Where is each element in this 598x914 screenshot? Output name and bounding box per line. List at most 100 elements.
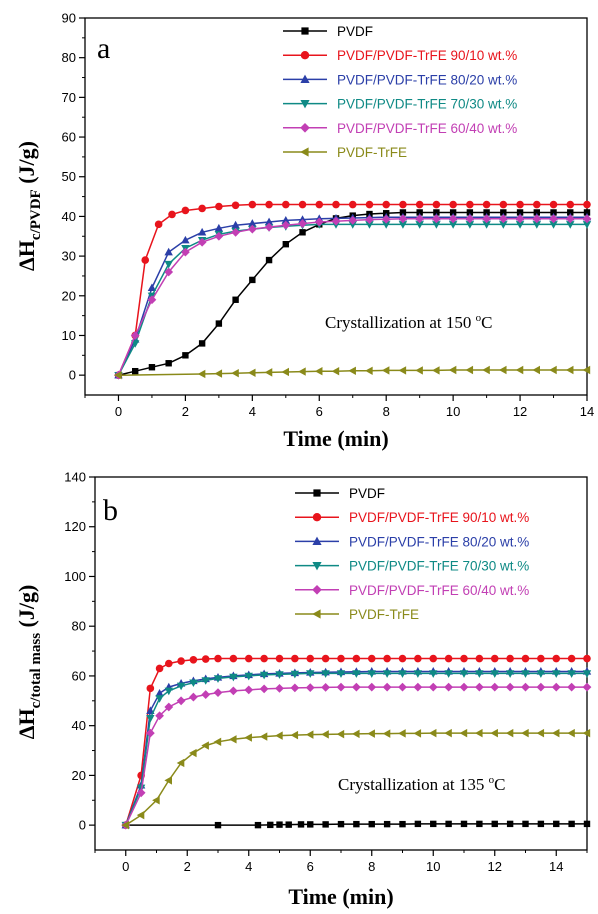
legend-entry: PVDF/PVDF-TrFE 80/20 wt.% [349,534,529,549]
data-point [532,214,542,224]
data-point [536,728,545,738]
data-point [314,366,323,376]
y-label-subscript: c/total mass [28,633,44,709]
data-point [448,365,457,375]
data-point [201,741,209,750]
data-point [551,682,561,692]
data-point [275,654,284,663]
data-point [500,209,507,216]
data-point [482,221,491,229]
data-point [168,210,176,219]
annotation: Crystallization at 135 oC [338,774,505,794]
data-point [537,654,545,663]
data-point [201,655,210,663]
series-5 [121,728,591,830]
data-point [459,682,469,692]
data-point [141,256,150,264]
data-point [281,220,291,230]
data-point [337,820,345,828]
data-point [515,214,525,224]
data-point [321,654,330,663]
data-point [198,340,206,347]
data-point [499,200,508,209]
data-point [475,654,484,663]
data-point [482,214,491,224]
x-tick-label: 12 [488,859,502,874]
series-0 [115,209,591,379]
data-point [567,654,576,663]
data-point [201,677,210,685]
data-point [582,214,592,224]
series-4 [121,682,592,830]
data-point [214,654,222,663]
data-point [244,733,252,742]
data-point [132,367,139,375]
data-point [249,276,256,284]
data-point [322,821,329,828]
y-tick-label: 60 [72,668,86,683]
data-point [136,788,146,798]
legend-marker [312,513,322,522]
legend-marker [312,585,322,595]
data-point [189,679,198,688]
data-point [460,654,468,663]
data-point [532,221,541,229]
data-point [476,820,483,828]
data-point [549,214,558,224]
data-point [351,729,360,739]
data-point [415,200,424,209]
series-4 [114,214,592,380]
y-tick-label: 20 [72,768,86,783]
data-point [182,352,189,359]
data-point [152,796,160,805]
data-point [136,810,145,820]
data-point [248,219,257,227]
data-point [321,682,331,692]
legend-entry: PVDF/PVDF-TrFE 70/30 wt.% [349,559,529,574]
data-point [444,728,452,738]
data-point [398,729,406,738]
y-tick-label: 90 [62,11,76,26]
data-point [432,221,441,229]
data-point [414,654,422,663]
x-tick-label: 14 [580,404,594,419]
data-point [367,729,375,738]
data-point [533,200,541,209]
data-point [365,215,374,224]
data-point [533,209,540,216]
legend-entry: PVDF/PVDF-TrFE 70/30 wt.% [337,97,517,112]
data-point [413,682,423,692]
x-axis-label: Time (min) [288,884,393,909]
data-point [244,685,254,695]
data-point [164,267,174,277]
data-point [553,820,560,828]
data-point [177,657,185,665]
y-label-base: ΔH [14,708,39,739]
y-tick-label: 60 [62,130,76,145]
data-point [383,820,391,828]
data-point [482,365,490,375]
data-point [382,729,391,738]
data-point [565,365,574,375]
data-point [291,654,299,663]
data-point [176,682,186,691]
series-line [117,216,587,376]
data-point [552,670,561,678]
data-point [433,209,440,216]
data-point [298,200,307,209]
data-point [522,820,529,828]
y-axis-label: ΔHc/PVDF (J/g) [14,141,44,271]
x-tick-label: 8 [368,859,375,874]
x-tick-label: 6 [307,859,314,874]
x-tick-label: 4 [249,404,256,419]
legend-entry: PVDF/PVDF-TrFE 90/10 wt.% [349,510,529,525]
y-label-unit: (J/g) [14,141,39,189]
data-point [348,366,356,375]
legend-entry: PVDF/PVDF-TrFE 80/20 wt.% [337,72,517,87]
data-point [428,728,437,738]
data-point [321,730,329,739]
data-point [214,231,224,241]
data-point [290,730,299,740]
data-point [398,670,407,678]
data-point [516,200,524,209]
